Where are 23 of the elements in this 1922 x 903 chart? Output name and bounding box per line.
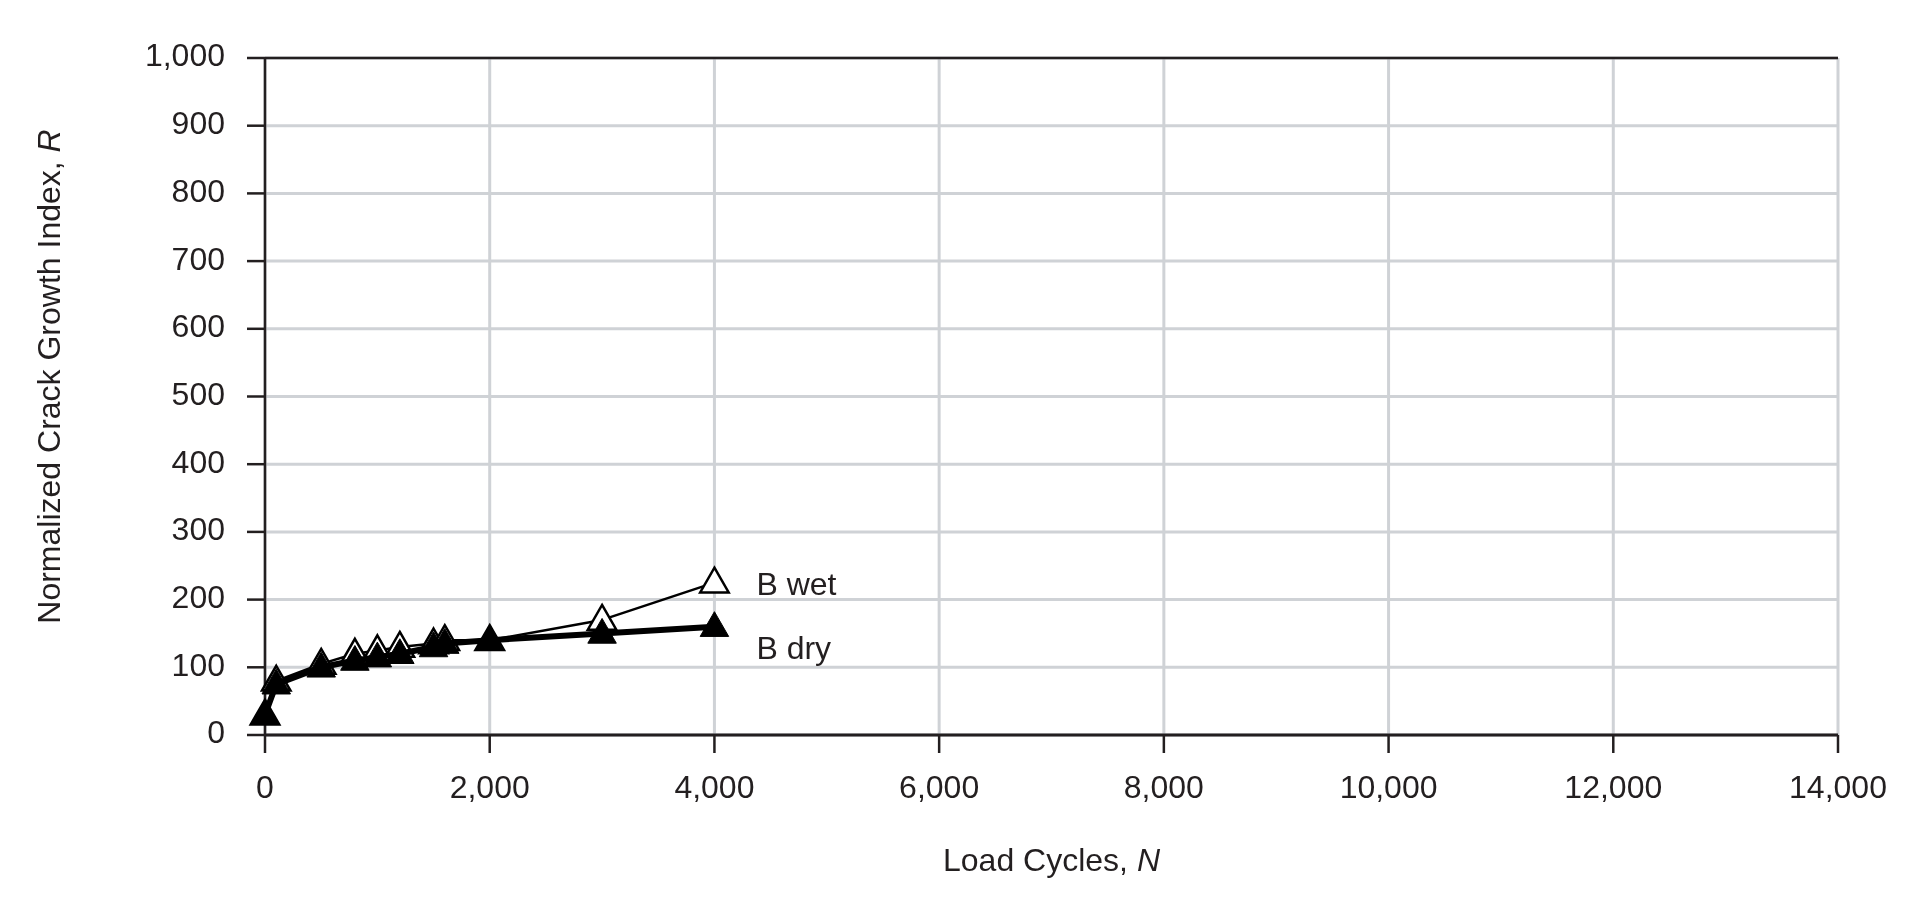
y-tick-label: 0 [207,714,225,751]
x-tick-label: 8,000 [1123,769,1204,806]
series-label: B wet [756,566,837,603]
y-tick-label: 700 [171,240,225,277]
y-tick-label: 800 [171,172,225,209]
y-tick-label: 500 [171,375,225,412]
y-axis-title: Normalized Crack Growth Index, R [31,129,68,624]
x-tick-label: 14,000 [1789,769,1887,806]
x-tick-label: 12,000 [1564,769,1663,806]
x-tick-label: 6,000 [899,769,980,806]
y-tick-label: 600 [171,308,225,345]
x-tick-label: 0 [256,769,274,806]
x-tick-label: 10,000 [1339,769,1438,806]
y-tick-label: 900 [171,105,225,142]
x-tick-label: 2,000 [449,769,530,806]
x-tick-label: 4,000 [674,769,755,806]
y-tick-label: 1,000 [144,37,225,74]
series-label: B dry [756,630,832,667]
y-tick-label: 100 [171,646,225,683]
y-tick-label: 200 [171,579,225,616]
x-axis-title: Load Cycles, N [943,842,1161,879]
y-tick-label: 400 [171,443,225,480]
y-tick-label: 300 [171,511,225,548]
